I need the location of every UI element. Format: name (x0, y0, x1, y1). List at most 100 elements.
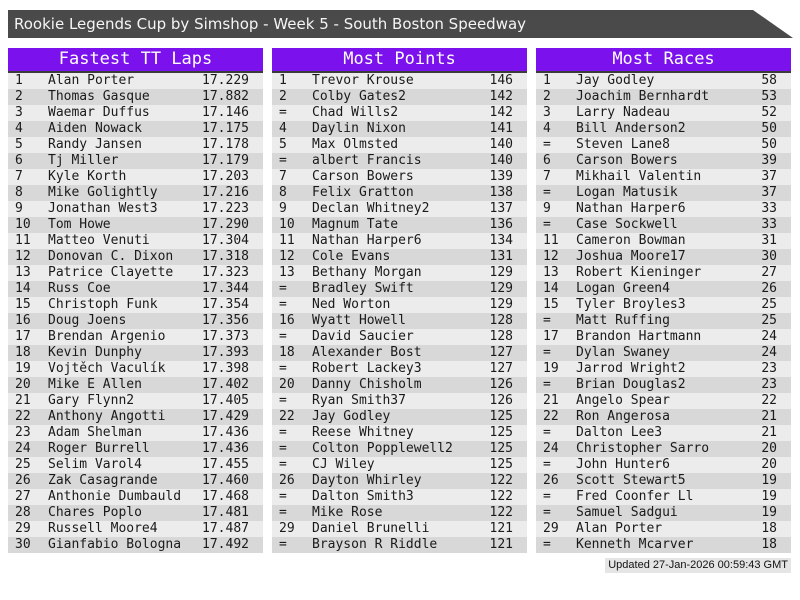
value-cell: 19 (761, 505, 777, 520)
driver-name-cell: Magnum Tate (312, 217, 399, 232)
table-row: 29 Alan Porter 18 (536, 521, 791, 537)
table-row: 8 Mike Golightly 17.216 (8, 185, 263, 201)
driver-name-cell: Selim Varol4 (48, 457, 142, 472)
driver-name-cell: Brian Douglas2 (576, 377, 686, 392)
table-row: = Mike Rose 122 (272, 505, 527, 521)
driver-name-cell: Ron Angerosa (576, 409, 670, 424)
driver-name-cell: Max Olmsted (312, 137, 399, 152)
rank-cell: 15 (543, 297, 559, 312)
rank-cell: 4 (279, 121, 287, 136)
table-row: = Steven Lane8 50 (536, 137, 791, 153)
board-rows-most-races: 1 Jay Godley 58 2 Joachim Bernhardt 53 3 Larry … (536, 73, 791, 553)
table-row: 25 Selim Varol4 17.455 (8, 457, 263, 473)
rank-cell: 26 (543, 473, 559, 488)
driver-name-cell: Dalton Lee3 (576, 425, 663, 440)
table-row: = Ryan Smith37 126 (272, 393, 527, 409)
value-cell: 129 (489, 297, 513, 312)
driver-name-cell: Gary Flynn2 (48, 393, 135, 408)
value-cell: 17.178 (202, 137, 249, 152)
rank-cell: 22 (279, 409, 295, 424)
rank-cell: 11 (279, 233, 295, 248)
driver-name-cell: Ned Worton (312, 297, 391, 312)
table-row: 14 Russ Coe 17.344 (8, 281, 263, 297)
driver-name-cell: Angelo Spear (576, 393, 670, 408)
table-row: 13 Bethany Morgan 129 (272, 265, 527, 281)
value-cell: 17.175 (202, 121, 249, 136)
driver-name-cell: Brendan Argenio (48, 329, 166, 344)
driver-name-cell: Kevin Dunphy (48, 345, 142, 360)
driver-name-cell: Thomas Gasque (48, 89, 150, 104)
rank-cell: 19 (15, 361, 31, 376)
rank-cell: = (279, 105, 287, 120)
value-cell: 23 (761, 377, 777, 392)
value-cell: 121 (489, 537, 513, 552)
value-cell: 17.354 (202, 297, 249, 312)
table-row: 11 Matteo Venuti 17.304 (8, 233, 263, 249)
value-cell: 122 (489, 489, 513, 504)
value-cell: 19 (761, 473, 777, 488)
board-most-points: Most Points 1 Trevor Krouse 146 2 Colby Gate… (272, 48, 527, 553)
rank-cell: 29 (543, 521, 559, 536)
rank-cell: = (543, 537, 551, 552)
table-row: 19 Jarrod Wright2 23 (536, 361, 791, 377)
table-row: = CJ Wiley 125 (272, 457, 527, 473)
value-cell: 140 (489, 137, 513, 152)
driver-name-cell: Kenneth Mcarver (576, 537, 694, 552)
value-cell: 127 (489, 345, 513, 360)
driver-name-cell: Kyle Korth (48, 169, 127, 184)
value-cell: 126 (489, 377, 513, 392)
driver-name-cell: Alan Porter (48, 73, 135, 88)
value-cell: 17.290 (202, 217, 249, 232)
driver-name-cell: Dalton Smith3 (312, 489, 414, 504)
value-cell: 17.398 (202, 361, 249, 376)
title-bar: Rookie Legends Cup by Simshop - Week 5 -… (8, 10, 793, 38)
table-row: 15 Christoph Funk 17.354 (8, 297, 263, 313)
value-cell: 121 (489, 521, 513, 536)
table-row: 5 Max Olmsted 140 (272, 137, 527, 153)
rank-cell: 29 (279, 521, 295, 536)
rank-cell: 4 (15, 121, 23, 136)
table-row: 8 Felix Gratton 138 (272, 185, 527, 201)
table-row: 20 Mike E Allen 17.402 (8, 377, 263, 393)
value-cell: 19 (761, 489, 777, 504)
table-row: = Dylan Swaney 24 (536, 345, 791, 361)
driver-name-cell: Case Sockwell (576, 217, 678, 232)
board-most-races: Most Races 1 Jay Godley 58 2 Joachim Bernhar… (536, 48, 791, 553)
table-row: 7 Kyle Korth 17.203 (8, 169, 263, 185)
driver-name-cell: Mike Rose (312, 505, 383, 520)
table-row: 10 Magnum Tate 136 (272, 217, 527, 233)
table-row: 9 Jonathan West3 17.223 (8, 201, 263, 217)
rank-cell: 29 (15, 521, 31, 536)
driver-name-cell: Colby Gates2 (312, 89, 406, 104)
value-cell: 17.179 (202, 153, 249, 168)
driver-name-cell: Christopher Sarro (576, 441, 710, 456)
table-row: 27 Anthonie Dumbauld 17.468 (8, 489, 263, 505)
driver-name-cell: Anthonie Dumbauld (48, 489, 182, 504)
rank-cell: 26 (15, 473, 31, 488)
rank-cell: = (543, 489, 551, 504)
driver-name-cell: Vojtěch Vaculík (48, 361, 166, 376)
table-row: = Dalton Lee3 21 (536, 425, 791, 441)
driver-name-cell: Chares Poplo (48, 505, 142, 520)
rank-cell: 17 (543, 329, 559, 344)
value-cell: 24 (761, 345, 777, 360)
rank-cell: 10 (15, 217, 31, 232)
value-cell: 53 (761, 89, 777, 104)
rank-cell: = (279, 361, 287, 376)
footer: Updated 27-Jan-2026 00:59:43 GMT (605, 558, 791, 573)
rank-cell: 8 (15, 185, 23, 200)
table-row: 1 Alan Porter 17.229 (8, 73, 263, 89)
value-cell: 18 (761, 521, 777, 536)
driver-name-cell: Danny Chisholm (312, 377, 422, 392)
rank-cell: 19 (543, 361, 559, 376)
driver-name-cell: Mike E Allen (48, 377, 142, 392)
table-row: 13 Robert Kieninger 27 (536, 265, 791, 281)
driver-name-cell: Cameron Bowman (576, 233, 686, 248)
table-row: = David Saucier 128 (272, 329, 527, 345)
rank-cell: 21 (15, 393, 31, 408)
driver-name-cell: Wyatt Howell (312, 313, 406, 328)
driver-name-cell: Nathan Harper6 (312, 233, 422, 248)
driver-name-cell: Joshua Moore17 (576, 249, 686, 264)
table-row: = Robert Lackey3 127 (272, 361, 527, 377)
table-row: 2 Thomas Gasque 17.882 (8, 89, 263, 105)
